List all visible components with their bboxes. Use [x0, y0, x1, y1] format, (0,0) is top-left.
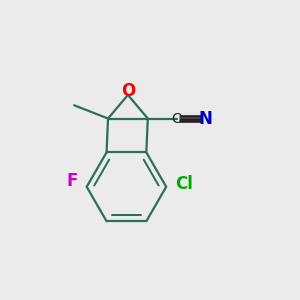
Text: N: N	[199, 110, 213, 128]
Text: O: O	[121, 82, 135, 100]
Text: F: F	[66, 172, 78, 190]
Text: C: C	[171, 112, 181, 125]
Text: Cl: Cl	[175, 175, 193, 193]
